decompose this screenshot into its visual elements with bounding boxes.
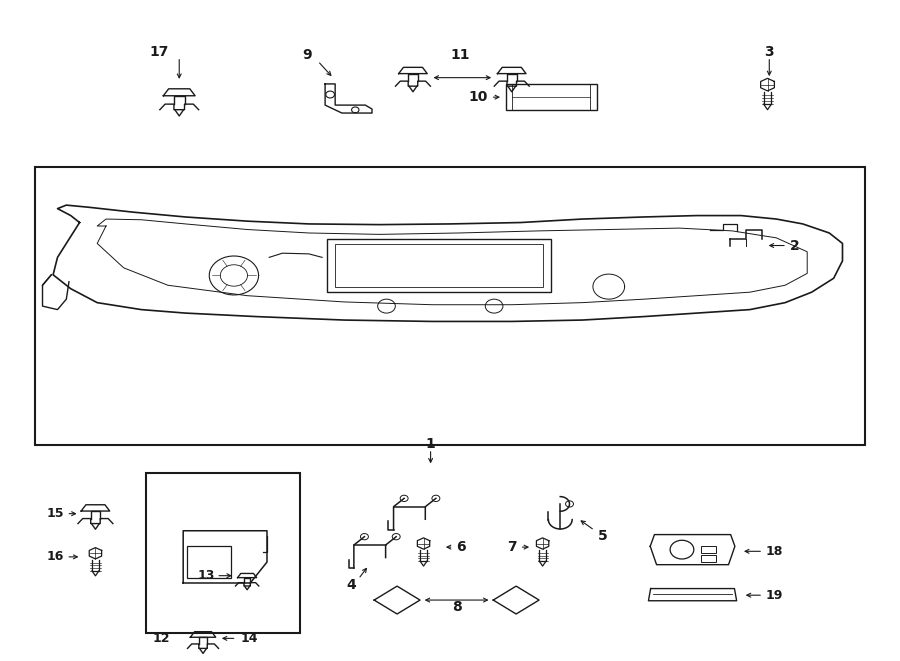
Bar [701, 555, 716, 562]
Bar [35, 167, 865, 446]
Bar [146, 473, 300, 633]
Text: 11: 11 [451, 48, 471, 62]
Text: 6: 6 [456, 540, 466, 554]
Text: 9: 9 [302, 48, 312, 62]
Text: 1: 1 [426, 437, 436, 451]
Text: 14: 14 [240, 632, 257, 645]
Text: 2: 2 [789, 239, 799, 253]
Bar [701, 545, 716, 553]
Text: 10: 10 [469, 90, 488, 104]
Text: 17: 17 [149, 45, 168, 59]
Text: 7: 7 [508, 540, 517, 554]
Text: 19: 19 [766, 589, 783, 602]
Text: 5: 5 [598, 529, 608, 543]
Text: 8: 8 [452, 600, 462, 614]
Bar [187, 547, 231, 578]
Text: 18: 18 [766, 545, 783, 558]
Text: 12: 12 [153, 632, 170, 645]
Text: 16: 16 [46, 551, 64, 563]
Text: 3: 3 [764, 45, 774, 59]
Bar [336, 244, 543, 287]
Text: 4: 4 [346, 578, 356, 592]
Bar [327, 239, 552, 292]
Bar [506, 85, 598, 110]
Text: 15: 15 [46, 507, 64, 520]
Text: 13: 13 [197, 569, 214, 582]
